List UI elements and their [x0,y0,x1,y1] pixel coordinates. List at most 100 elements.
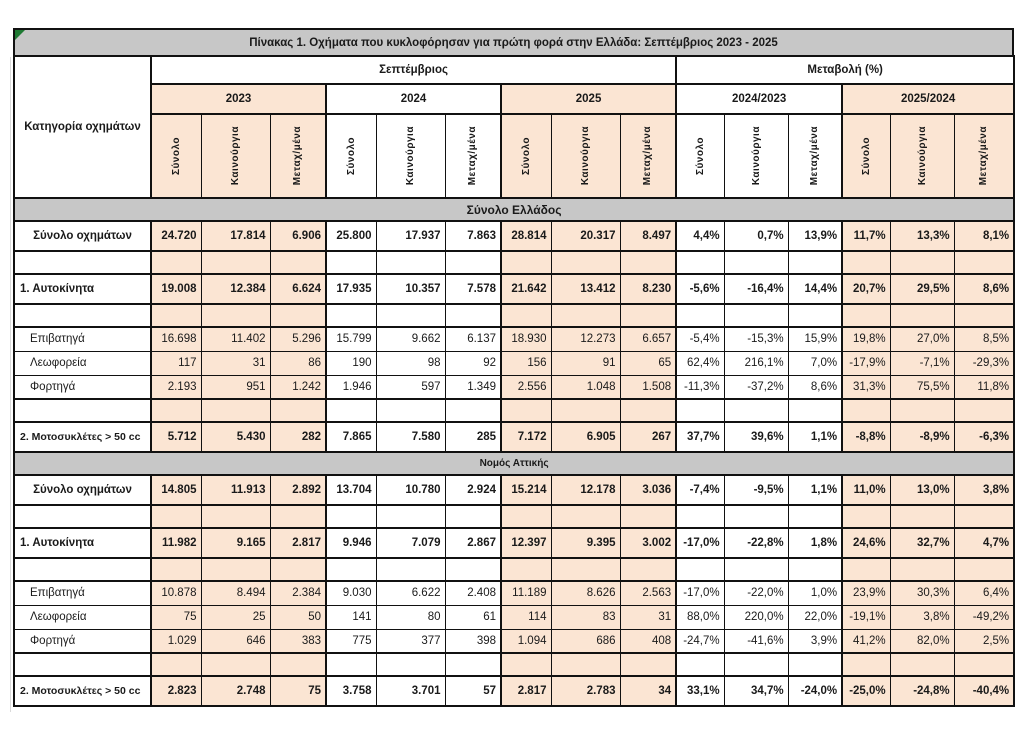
blank-cell [841,557,891,582]
value-cell: 2.384 [269,580,327,606]
header-row-subcolumns: Σύνολο Καινούργια Μεταχ/μένα Σύνολο Καινούργ… [14,113,1015,199]
blank-cell [787,398,843,423]
row-label [13,398,152,423]
value-cell: 34,7% [723,675,789,707]
data-row: Επιβατηγά 16.698 11.402 5.296 15.799 9.662 6.1… [13,326,1015,352]
value-cell: 141 [325,604,377,630]
value-cell: 1,1% [787,421,843,453]
value-cell: 31 [619,604,677,630]
value-cell: 12.178 [550,474,621,506]
change-percent-group-header: Μεταβολή (%) [675,55,1015,85]
subcolumn-header-label: Μεταχ/μένα [292,126,304,186]
value-cell: 114 [500,604,552,630]
september-group-header: Σεπτέμβριος [149,55,677,85]
blank-cell [675,652,725,677]
subcolumn-header-label: Σύνολο [520,136,532,176]
value-cell: 75 [150,604,202,630]
data-row: Φορτηγά 2.193 951 1.242 1.946 597 1.349 2.556 1.… [13,374,1015,400]
value-cell: 17.935 [325,273,377,305]
blank-cell [500,250,552,275]
value-cell: 220,0% [723,604,789,630]
value-cell: 8,1% [953,220,1015,252]
value-cell: 88,0% [675,604,725,630]
value-cell: 41,2% [841,628,891,654]
value-cell: 2.817 [269,527,327,559]
value-cell: 9.395 [550,527,621,559]
value-cell: 34 [619,675,677,707]
value-cell: 9.165 [200,527,271,559]
value-cell: 4,4% [675,220,725,252]
value-cell: 14.805 [150,474,202,506]
value-cell: 37,7% [675,421,725,453]
data-row: Φορτηγά 1.029 646 383 775 377 398 1.094 686 408 -2… [13,628,1015,654]
value-cell: 25 [200,604,271,630]
statistics-table-sheet: Πίνακας 1. Οχήματα που κυκλοφόρησαν για … [13,28,1016,707]
row-label: 1. Αυτοκίνητα [13,527,152,559]
blank-cell [325,504,377,529]
value-cell: 7,0% [787,350,843,376]
subcolumn-header-label: Μεταχ/μένα [642,126,654,186]
value-cell: 1.094 [500,628,552,654]
row-label: Επιβατηγά [13,326,152,352]
blank-cell [200,557,271,582]
value-cell: 2.556 [500,374,552,400]
value-cell: -11,3% [675,374,725,400]
value-cell: 12.273 [550,326,621,352]
data-row: 1. Αυτοκίνητα 11.982 9.165 2.817 9.946 7.079 2… [13,527,1015,559]
blank-cell [550,398,621,423]
row-label: Σύνολο οχημάτων [13,474,152,506]
value-cell: 3.701 [375,675,446,707]
blank-cell [841,303,891,328]
value-cell: 1,8% [787,527,843,559]
blank-cell [619,557,677,582]
value-cell: 9.030 [325,580,377,606]
value-cell: 3.002 [619,527,677,559]
value-cell: 8,5% [953,326,1015,352]
value-cell: 686 [550,628,621,654]
blank-cell [787,504,843,529]
value-cell: -24,0% [787,675,843,707]
blank-cell [841,504,891,529]
blank-cell [500,504,552,529]
value-cell: -7,1% [889,350,955,376]
value-cell: 1,1% [787,474,843,506]
blank-cell [787,557,843,582]
spreadsheet-gridline [10,57,11,712]
value-cell: 13,0% [889,474,955,506]
value-cell: 3.036 [619,474,677,506]
value-cell: 12.397 [500,527,552,559]
value-cell: 1,0% [787,580,843,606]
value-cell: 19.008 [150,273,202,305]
value-cell: 6.624 [269,273,327,305]
value-cell: 65 [619,350,677,376]
value-cell: -15,3% [723,326,789,352]
data-row: Λεωφορεία 117 31 86 190 98 92 156 91 65 62,4% 216,1… [13,350,1015,376]
blank-cell [269,504,327,529]
blank-cell [723,557,789,582]
blank-cell [841,398,891,423]
value-cell: 7.578 [444,273,502,305]
value-cell: 29,5% [889,273,955,305]
data-row: 2. Μοτοσυκλέτες > 50 cc 5.712 5.430 282 7.86… [13,421,1015,453]
value-cell: 3,8% [953,474,1015,506]
value-cell: 2,5% [953,628,1015,654]
category-column-header: Κατηγορία οχημάτων [13,55,152,199]
subcolumn-header-vertical: Σύνολο [325,113,377,199]
value-cell: 15,9% [787,326,843,352]
value-cell: 10.357 [375,273,446,305]
subcolumn-header-label: Καινούργια [916,126,928,186]
blank-cell [953,504,1015,529]
blank-cell [200,398,271,423]
spacer-row [13,398,1015,423]
blank-cell [889,303,955,328]
blank-cell [953,250,1015,275]
blank-cell [150,504,202,529]
value-cell: 597 [375,374,446,400]
subcolumn-header-label: Σύνολο [694,136,706,176]
table-title-bar: Πίνακας 1. Οχήματα που κυκλοφόρησαν για … [13,28,1014,57]
blank-cell [500,303,552,328]
value-cell: 17.937 [375,220,446,252]
blank-cell [150,250,202,275]
subcolumn-header-vertical: Σύνολο [150,113,202,199]
value-cell: 15.214 [500,474,552,506]
